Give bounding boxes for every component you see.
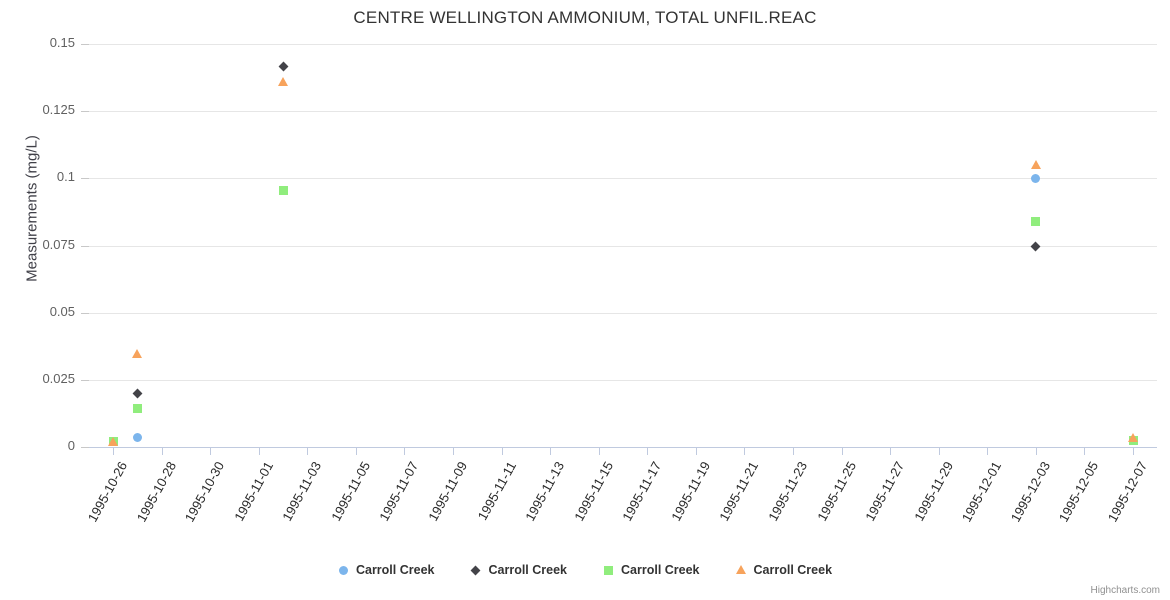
- x-tick-mark: [258, 448, 260, 455]
- legend-item-3[interactable]: Carroll Creek: [736, 563, 833, 577]
- triangle-icon: [736, 565, 747, 576]
- y-tick-label: 0.025: [42, 370, 75, 386]
- x-tick-label: 1995-11-27: [862, 459, 908, 524]
- y-tick-mark: [81, 312, 89, 314]
- plot-area: [89, 44, 1157, 448]
- highcharts-credit: Highcharts.com: [1090, 585, 1160, 596]
- y-tick-mark: [81, 379, 89, 381]
- y-tick-mark: [81, 111, 89, 113]
- data-point[interactable]: [278, 76, 288, 86]
- square-icon: [603, 565, 614, 576]
- x-tick-mark: [550, 448, 552, 455]
- y-gridline: [89, 245, 1157, 247]
- data-point[interactable]: [132, 349, 143, 359]
- x-tick-mark: [453, 448, 454, 455]
- x-tick-label: 1995-11-03: [279, 459, 325, 524]
- chart-legend: Carroll Creek Carroll Creek Carroll Creek C…: [0, 563, 1170, 577]
- y-tick-mark: [81, 245, 89, 247]
- x-tick-label: 1995-11-09: [425, 459, 471, 524]
- x-tick-label: 1995-10-30: [181, 459, 228, 525]
- y-gridline: [89, 111, 1157, 113]
- x-tick-mark: [695, 448, 697, 455]
- y-tick-mark: [81, 44, 89, 45]
- legend-item-1[interactable]: Carroll Creek: [470, 563, 567, 577]
- y-axis-title: Measurements (mg/L): [23, 135, 41, 282]
- x-tick-label: 1995-10-26: [84, 459, 131, 525]
- data-point[interactable]: [1128, 432, 1138, 442]
- x-tick-mark: [307, 448, 309, 455]
- y-tick-label: 0: [67, 438, 75, 453]
- circle-icon: [338, 565, 349, 576]
- legend-label: Carroll Creek: [488, 563, 567, 577]
- x-tick-mark: [210, 448, 212, 455]
- data-point[interactable]: [1031, 173, 1041, 183]
- y-gridline: [89, 178, 1157, 180]
- y-tick-label: 0.075: [42, 236, 75, 252]
- x-tick-mark: [113, 448, 114, 455]
- x-tick-label: 1995-11-17: [619, 459, 665, 524]
- legend-label: Carroll Creek: [753, 563, 833, 577]
- x-tick-mark: [793, 448, 794, 455]
- chart-title: CENTRE WELLINGTON AMMONIUM, TOTAL UNFIL.…: [353, 8, 817, 27]
- data-point[interactable]: [1030, 159, 1041, 169]
- y-gridline: [89, 44, 1157, 45]
- legend-item-0[interactable]: Carroll Creek: [338, 563, 435, 577]
- x-tick-mark: [938, 448, 940, 455]
- y-tick-label: 0.125: [42, 102, 75, 118]
- y-tick-label: 0.1: [56, 169, 75, 185]
- data-point[interactable]: [132, 433, 142, 443]
- x-tick-mark: [1084, 448, 1086, 455]
- x-tick-label: 1995-11-13: [522, 459, 568, 524]
- x-tick-mark: [744, 448, 746, 455]
- x-tick-label: 1995-12-01: [959, 459, 1005, 525]
- data-point[interactable]: [108, 436, 118, 446]
- x-tick-label: 1995-12-07: [1104, 459, 1151, 525]
- x-tick-mark: [647, 448, 649, 455]
- x-axis-line: [89, 447, 1157, 448]
- x-tick-mark: [598, 448, 600, 455]
- data-point[interactable]: [132, 403, 142, 413]
- legend-label: Carroll Creek: [621, 563, 700, 577]
- x-tick-label: 1995-11-23: [765, 459, 811, 524]
- y-gridline: [89, 379, 1157, 381]
- x-tick-mark: [404, 448, 406, 455]
- legend-item-2[interactable]: Carroll Creek: [603, 563, 700, 577]
- x-tick-mark: [1133, 448, 1134, 455]
- legend-label: Carroll Creek: [355, 563, 435, 577]
- data-point[interactable]: [278, 185, 288, 195]
- y-gridline: [89, 312, 1157, 314]
- x-tick-mark: [987, 448, 989, 455]
- data-point[interactable]: [1031, 216, 1041, 226]
- x-tick-mark: [161, 448, 163, 455]
- diamond-icon: [470, 565, 481, 576]
- x-tick-mark: [355, 448, 357, 455]
- y-tick-mark: [81, 447, 89, 448]
- x-tick-mark: [1035, 448, 1037, 455]
- x-tick-mark: [501, 448, 503, 455]
- y-tick-mark: [81, 178, 89, 180]
- y-tick-label: 0.15: [49, 35, 75, 50]
- y-tick-label: 0.05: [49, 303, 75, 319]
- x-tick-mark: [841, 448, 843, 455]
- x-tick-mark: [890, 448, 892, 455]
